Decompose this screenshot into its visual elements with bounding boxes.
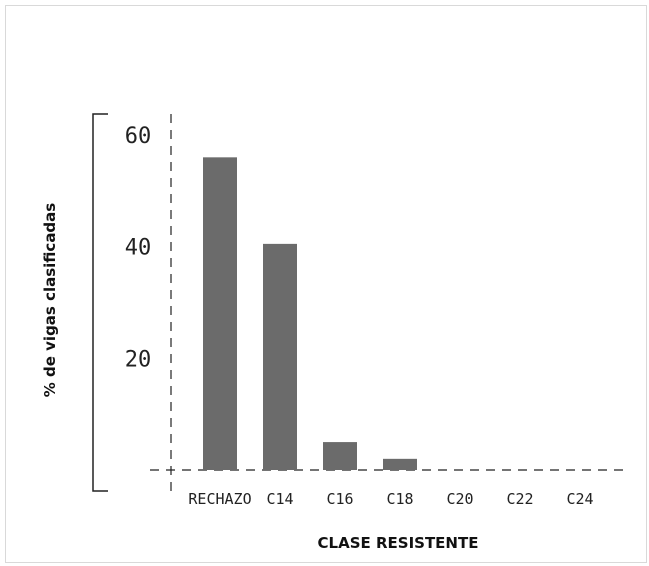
x-ticks-group: RECHAZO C14 C16 C18 C20 C22 C24	[188, 490, 593, 508]
bars-group	[203, 157, 417, 471]
x-tick-label-c20: C20	[446, 490, 473, 508]
x-tick-label-c22: C22	[506, 490, 533, 508]
y-tick-label-20: 20	[125, 347, 152, 372]
y-axis-bracket	[92, 113, 108, 492]
y-tick-label-60: 60	[125, 124, 152, 149]
y-tick-label-40: 40	[125, 236, 152, 261]
bar-c18	[383, 458, 417, 470]
y-axis-title: % de vigas clasificadas	[41, 203, 59, 398]
x-axis-title: CLASE RESISTENTE	[318, 534, 479, 552]
bar-c16	[323, 442, 357, 470]
bar-c14	[263, 243, 297, 470]
x-tick-label-c24: C24	[566, 490, 593, 508]
bar-rechazo	[203, 157, 237, 471]
y-ticks-group: 20 40 60	[125, 124, 152, 372]
x-tick-label-c18: C18	[386, 490, 413, 508]
x-tick-label-rechazo: RECHAZO	[188, 490, 251, 508]
x-tick-label-c14: C14	[266, 490, 293, 508]
x-tick-label-c16: C16	[326, 490, 353, 508]
